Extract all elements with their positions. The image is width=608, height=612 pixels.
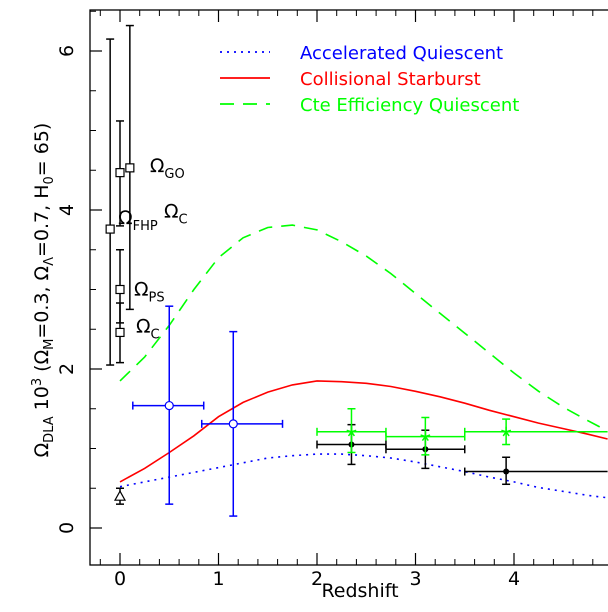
data-point-circle [228, 419, 238, 429]
x-tick-label: 2 [311, 568, 323, 590]
data-point-square [115, 168, 125, 178]
omega-label-symbol: Ω [134, 279, 149, 301]
y-label-omega-sub: DLA [42, 416, 57, 443]
series-line-1 [119, 453, 608, 499]
omega-label: ΩPS [134, 279, 165, 306]
omega-label-sub: C [151, 327, 160, 342]
series-line-2 [119, 380, 608, 483]
data-point-star [501, 426, 512, 437]
x-axis-label: Redshift [321, 580, 398, 602]
y-tick-label: 4 [56, 204, 78, 216]
data-point-triangle [113, 489, 127, 501]
y-label-param2-sub: Λ [42, 257, 57, 266]
omega-label-symbol: Ω [150, 155, 165, 177]
y-tick-label: 2 [56, 363, 78, 375]
omega-label: ΩFHP [118, 207, 158, 234]
x-tick-label: 1 [212, 568, 224, 590]
omega-label-sub: FHP [133, 219, 158, 234]
y-label-param1-val: =0.3, Ω [31, 266, 53, 339]
y-label-omega: Ω [31, 443, 53, 458]
y-label-param3-sub: 0 [42, 176, 57, 184]
legend-label-1: Accelerated Quiescent [300, 43, 503, 64]
omega-label-symbol: Ω [136, 315, 151, 337]
y-label-param3-val: = 65) [31, 123, 53, 177]
data-point-star [420, 431, 431, 442]
data-point-square [115, 327, 125, 338]
omega-label-sub: PS [149, 291, 165, 306]
y-tick-label: 6 [56, 45, 78, 57]
model-curves [119, 224, 608, 499]
omega-label-symbol: Ω [118, 207, 133, 229]
y-label-param1-sub: M [42, 339, 57, 350]
omega-label: ΩC [164, 201, 188, 228]
omega-label: ΩC [136, 315, 160, 342]
axis-ticks: 0 1 2 3 4 0 2 4 6 [56, 10, 594, 590]
plot-frame [89, 9, 608, 566]
legend-label-2: Collisional Starburst [300, 69, 481, 90]
y-label-param2-val: =0.7, H [31, 185, 53, 258]
omega-label-sub: C [179, 213, 188, 228]
data-point-square [115, 284, 125, 295]
y-axis-label: ΩDLA 103 (ΩM=0.3, ΩΛ=0.7, H0= 65) [30, 123, 57, 458]
x-tick-label: 0 [114, 568, 126, 590]
y-label-power-sup: 3 [30, 378, 45, 386]
data-point-circle [164, 400, 174, 411]
y-label-power: 10 [31, 386, 53, 416]
data-point-star [346, 426, 357, 437]
x-tick-label: 3 [409, 568, 421, 590]
y-label-params-open: (Ω [31, 350, 53, 378]
data-points [105, 24, 608, 517]
omega-label: ΩGO [150, 155, 185, 182]
omega-label-symbol: Ω [164, 201, 179, 223]
legend-label-3: Cte Efficiency Quiescent [300, 95, 519, 116]
x-tick-label: 4 [508, 568, 520, 590]
data-point-dot [503, 468, 510, 475]
data-point-square [105, 224, 115, 234]
series-line-3 [119, 224, 608, 432]
data-point-square [125, 163, 135, 173]
legend: Accelerated Quiescent Collisional Starbur… [220, 43, 519, 116]
y-tick-label: 0 [56, 522, 78, 534]
omega-label-sub: GO [164, 167, 184, 182]
